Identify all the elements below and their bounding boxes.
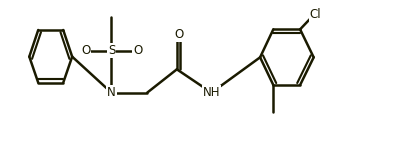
Text: N: N — [107, 86, 116, 99]
Text: O: O — [133, 44, 142, 57]
Text: S: S — [108, 44, 115, 57]
Text: Cl: Cl — [310, 8, 321, 21]
Text: O: O — [174, 28, 184, 41]
Text: O: O — [81, 44, 90, 57]
Text: NH: NH — [203, 86, 220, 99]
